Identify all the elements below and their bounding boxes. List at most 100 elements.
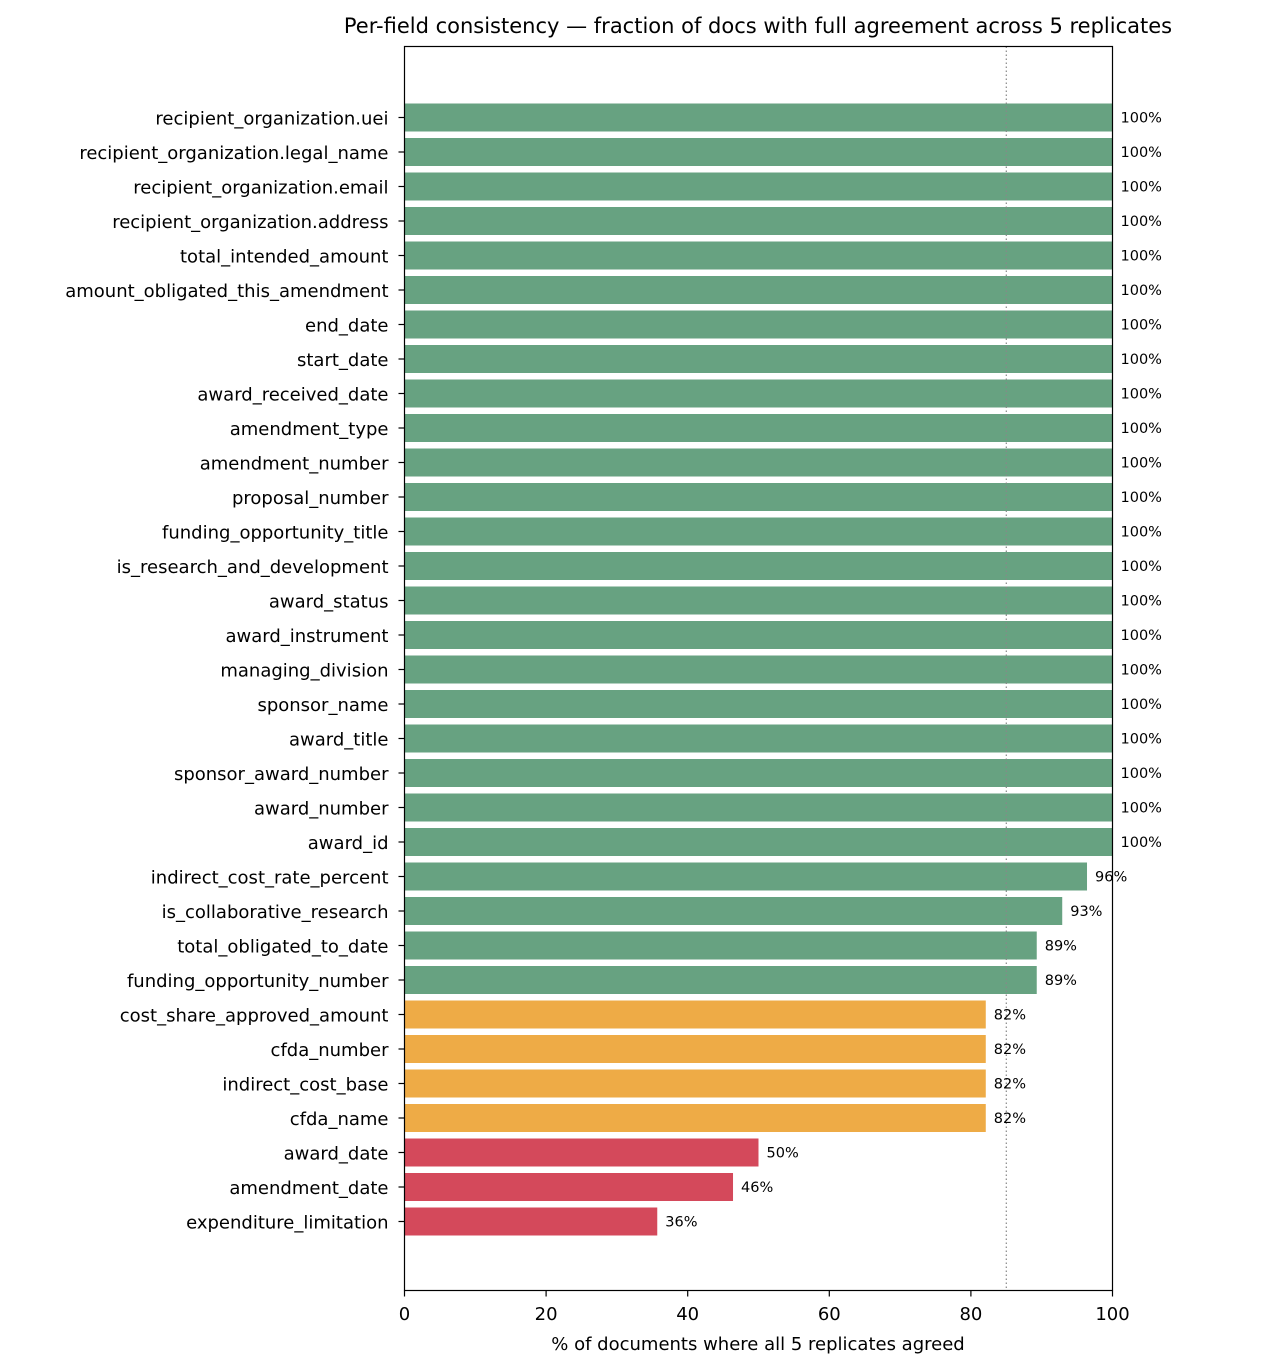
bar-amendment-number: [404, 448, 1113, 477]
data-label: 100%: [1121, 456, 1162, 472]
bar-cost-share-approved-amount: [404, 1000, 986, 1029]
bar-start-date: [404, 345, 1113, 373]
bar-recipient-organization-legal-name: [404, 138, 1113, 166]
data-label: 93%: [1070, 904, 1102, 920]
data-label: 100%: [1121, 559, 1162, 575]
category-label: is_collaborative_research: [162, 902, 389, 923]
data-label: 96%: [1095, 870, 1127, 886]
category-label: recipient_organization.legal_name: [79, 143, 388, 164]
category-label: award_status: [269, 592, 389, 613]
data-label: 100%: [1121, 421, 1162, 437]
data-label: 36%: [665, 1215, 697, 1231]
data-label: 100%: [1121, 352, 1162, 368]
bar-amount-obligated-this-amendment: [404, 276, 1113, 304]
category-labels-layer: recipient_organization.uei recipient_orga…: [65, 109, 405, 1234]
category-label: expenditure_limitation: [186, 1213, 388, 1234]
bar-proposal-number: [404, 483, 1113, 511]
category-label: funding_opportunity_number: [127, 971, 389, 992]
data-label: 100%: [1121, 318, 1162, 334]
bar-is-research-and-development: [404, 552, 1113, 580]
category-label: managing_division: [220, 661, 388, 682]
bar-award-instrument: [404, 621, 1113, 649]
bar-funding-opportunity-number: [404, 966, 1037, 994]
data-label: 100%: [1121, 525, 1162, 541]
x-tick-label: 60: [818, 1304, 841, 1325]
category-label: total_obligated_to_date: [177, 937, 388, 958]
data-labels-layer: 100% 100% 100% 100% 100% 100% 100% 100% 100% 100%…: [665, 111, 1162, 1231]
bar-is-collaborative-research: [404, 897, 1063, 925]
data-label: 100%: [1121, 490, 1162, 506]
data-label: 46%: [741, 1180, 773, 1196]
category-label: amendment_type: [230, 419, 389, 440]
bar-award-title: [404, 724, 1113, 753]
category-label: total_intended_amount: [180, 247, 389, 268]
x-tick-label: 40: [676, 1304, 699, 1325]
bar-sponsor-award-number: [404, 759, 1113, 787]
data-label: 100%: [1121, 801, 1162, 817]
category-label: award_date: [284, 1144, 389, 1165]
category-label: sponsor_award_number: [174, 764, 389, 785]
bar-end-date: [404, 310, 1113, 339]
category-label: funding_opportunity_title: [162, 523, 388, 544]
data-label: 100%: [1121, 697, 1162, 713]
x-tick-label: 80: [959, 1304, 982, 1325]
data-label: 100%: [1121, 663, 1162, 679]
bar-award-status: [404, 586, 1113, 615]
category-label: sponsor_name: [257, 695, 388, 716]
category-label: recipient_organization.email: [133, 178, 388, 199]
category-label: start_date: [297, 350, 389, 371]
data-label: 100%: [1121, 180, 1162, 196]
category-label: recipient_organization.uei: [155, 109, 388, 130]
category-label: cfda_number: [271, 1040, 390, 1061]
bar-funding-opportunity-title: [404, 517, 1113, 546]
data-label: 100%: [1121, 214, 1162, 230]
bar-indirect-cost-rate-percent: [404, 862, 1088, 891]
bar-award-number: [404, 793, 1113, 822]
data-label: 82%: [994, 1008, 1026, 1024]
data-label: 82%: [994, 1111, 1026, 1127]
category-label: recipient_organization.address: [112, 212, 388, 233]
data-label: 100%: [1121, 594, 1162, 610]
category-label: cfda_name: [290, 1109, 389, 1130]
bar-recipient-organization-uei: [404, 103, 1113, 132]
category-label: is_research_and_development: [117, 557, 389, 578]
data-label: 100%: [1121, 387, 1162, 403]
data-label: 89%: [1045, 973, 1077, 989]
data-label: 50%: [767, 1146, 799, 1162]
bar-award-date: [404, 1138, 759, 1167]
data-label: 82%: [994, 1077, 1026, 1093]
data-label: 100%: [1121, 628, 1162, 644]
bar-award-received-date: [404, 379, 1113, 408]
bar-cfda-number: [404, 1035, 986, 1063]
plot-frame: [403, 45, 1114, 1292]
data-label: 100%: [1121, 111, 1162, 127]
category-label: award_title: [289, 730, 388, 751]
bar-amendment-type: [404, 414, 1113, 442]
data-label: 89%: [1045, 939, 1077, 955]
bar-amendment-date: [404, 1173, 734, 1201]
data-label: 100%: [1121, 766, 1162, 782]
bar-managing-division: [404, 655, 1113, 684]
category-label: proposal_number: [232, 488, 389, 509]
bar-total-obligated-to-date: [404, 931, 1037, 960]
bar-cfda-name: [404, 1104, 986, 1132]
category-label: award_number: [254, 799, 389, 820]
bar-recipient-organization-address: [404, 207, 1113, 235]
data-label: 100%: [1121, 283, 1162, 299]
data-label: 100%: [1121, 835, 1162, 851]
bar-sponsor-name: [404, 690, 1113, 718]
category-label: award_instrument: [225, 626, 388, 647]
category-label: cost_share_approved_amount: [120, 1006, 389, 1027]
x-tick-label: 100: [1095, 1304, 1129, 1325]
category-label: amendment_date: [229, 1178, 388, 1199]
data-label: 100%: [1121, 249, 1162, 265]
bar-indirect-cost-base: [404, 1069, 986, 1098]
x-axis-ticks-layer: 0 20 40 60 80 100: [399, 1290, 1130, 1325]
category-label: indirect_cost_rate_percent: [151, 868, 389, 889]
category-label: award_received_date: [197, 385, 388, 406]
bar-total-intended-amount: [404, 241, 1113, 270]
chart-title: Per-field consistency — fraction of docs…: [344, 14, 1172, 38]
category-label: amount_obligated_this_amendment: [65, 281, 388, 302]
